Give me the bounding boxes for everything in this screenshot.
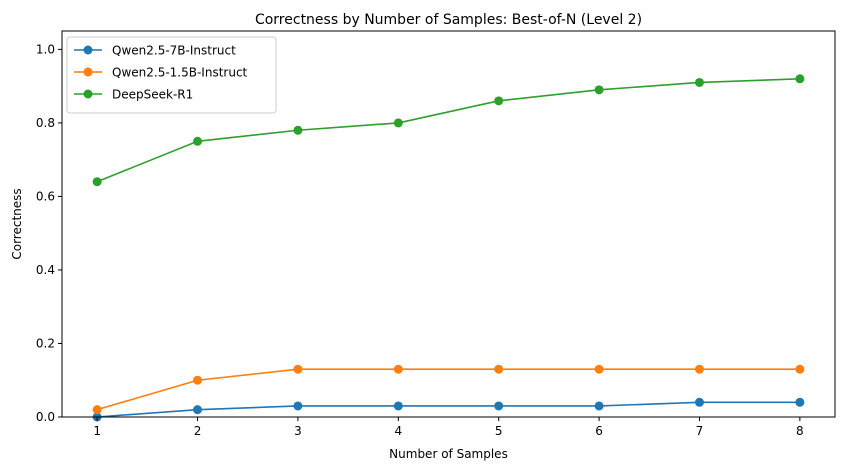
y-tick-label: 0.0 (36, 410, 55, 424)
legend-marker (83, 89, 93, 99)
x-tick-label: 6 (595, 424, 603, 438)
data-point (694, 77, 704, 87)
y-axis-label: Correctness (10, 188, 24, 259)
y-tick-label: 1.0 (36, 42, 55, 56)
data-point (92, 405, 102, 415)
legend-marker (83, 45, 93, 55)
data-point (795, 74, 805, 84)
data-point (193, 136, 203, 146)
data-point (494, 364, 504, 374)
y-tick-label: 0.2 (36, 336, 55, 350)
x-tick-label: 2 (194, 424, 202, 438)
data-point (694, 397, 704, 407)
data-point (92, 177, 102, 187)
legend-label: DeepSeek-R1 (112, 88, 193, 102)
data-point (393, 118, 403, 128)
data-point (594, 364, 604, 374)
y-tick-label: 0.6 (36, 189, 55, 203)
data-point (193, 405, 203, 415)
x-tick-label: 7 (696, 424, 704, 438)
data-point (594, 401, 604, 411)
y-tick-label: 0.4 (36, 263, 55, 277)
data-point (293, 125, 303, 135)
legend-label: Qwen2.5-1.5B-Instruct (112, 66, 248, 80)
data-point (393, 364, 403, 374)
data-point (494, 96, 504, 106)
chart-title: Correctness by Number of Samples: Best-o… (255, 12, 642, 28)
legend: Qwen2.5-7B-Instruct Qwen2.5-1.5B-Instruct… (66, 36, 277, 114)
data-point (293, 364, 303, 374)
data-point (193, 375, 203, 385)
data-point (694, 364, 704, 374)
x-tick-label: 1 (93, 424, 101, 438)
x-tick-label: 5 (495, 424, 503, 438)
legend-box (66, 36, 277, 114)
data-point (594, 85, 604, 95)
data-point (494, 401, 504, 411)
legend-label: Qwen2.5-7B-Instruct (112, 44, 236, 58)
x-axis-label: Number of Samples (389, 447, 508, 461)
plot-frame (61, 30, 836, 418)
data-point (393, 401, 403, 411)
data-point (293, 401, 303, 411)
x-tick-label: 4 (394, 424, 402, 438)
data-point (795, 364, 805, 374)
y-tick-label: 0.8 (36, 116, 55, 130)
x-tick-label: 3 (294, 424, 302, 438)
x-tick-label: 8 (796, 424, 804, 438)
data-point (795, 397, 805, 407)
legend-marker (83, 67, 93, 77)
series-line-1 (96, 368, 800, 411)
series-line-0 (97, 401, 800, 418)
series-line-2 (96, 77, 800, 183)
